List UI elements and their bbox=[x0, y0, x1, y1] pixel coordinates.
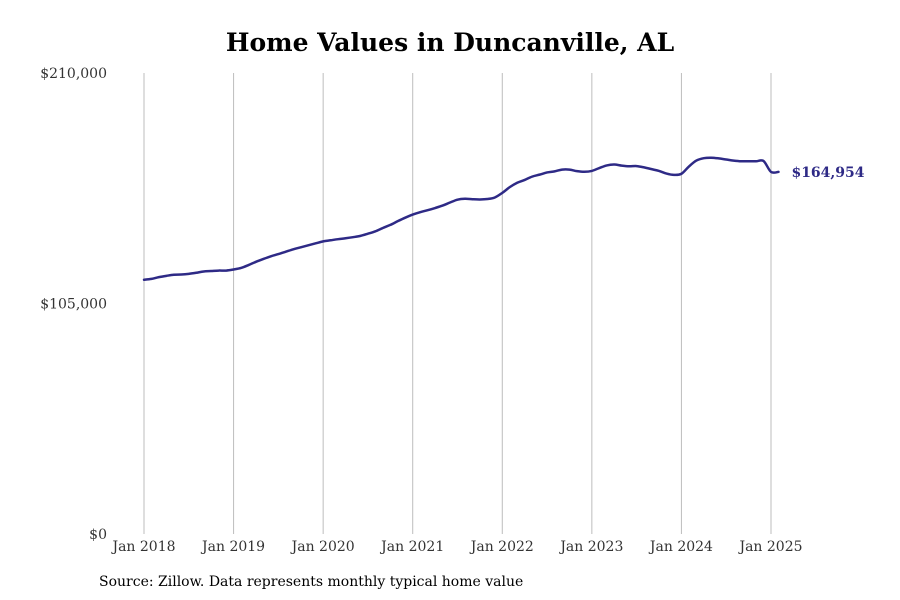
y-tick-labels: $0 $105,000 $210,000 bbox=[40, 66, 107, 543]
source-note: Source: Zillow. Data represents monthly … bbox=[99, 574, 524, 590]
x-tick-label: Jan 2018 bbox=[110, 539, 175, 555]
x-tick-label: Jan 2022 bbox=[469, 539, 534, 555]
end-value-label: $164,954 bbox=[791, 165, 864, 181]
y-tick-label: $105,000 bbox=[40, 297, 107, 313]
x-tick-label: Jan 2021 bbox=[379, 539, 444, 555]
series-layer bbox=[142, 156, 780, 282]
series-line bbox=[142, 156, 780, 282]
x-tick-label: Jan 2025 bbox=[737, 539, 802, 555]
x-tick-label: Jan 2019 bbox=[200, 539, 265, 555]
grid-lines bbox=[143, 73, 772, 534]
y-tick-label: $0 bbox=[89, 527, 107, 543]
y-tick-label: $210,000 bbox=[40, 66, 107, 82]
x-tick-label: Jan 2020 bbox=[290, 539, 355, 555]
chart-title: Home Values in Duncanville, AL bbox=[225, 28, 675, 57]
x-tick-labels: Jan 2018 Jan 2019 Jan 2020 Jan 2021 Jan 2022… bbox=[110, 539, 802, 555]
x-tick-label: Jan 2024 bbox=[648, 539, 713, 555]
x-tick-label: Jan 2023 bbox=[558, 539, 623, 555]
